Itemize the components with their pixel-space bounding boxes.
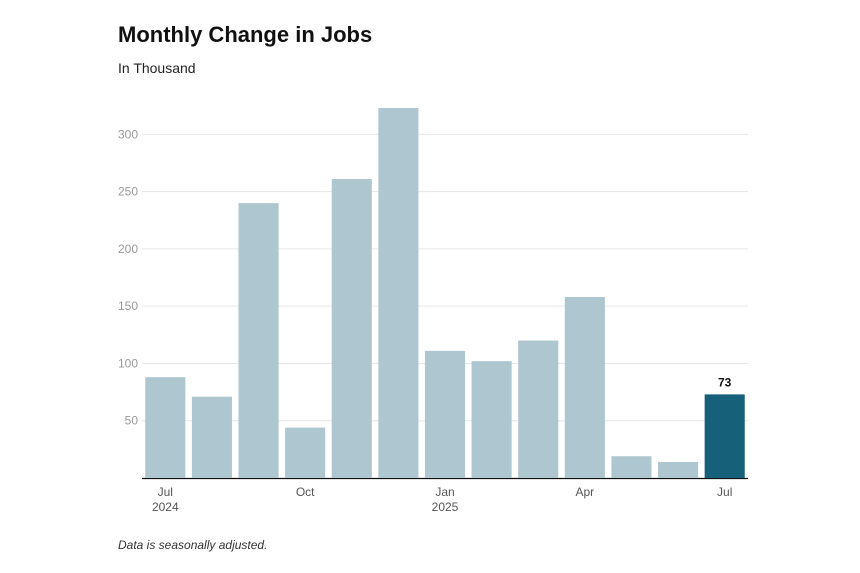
y-tick-label-200: 200 bbox=[118, 242, 138, 256]
bar-sep-2024 bbox=[238, 203, 279, 478]
bar-jul-2024 bbox=[145, 377, 186, 478]
bar-mar-2025 bbox=[518, 340, 559, 478]
chart-subtitle: In Thousand bbox=[118, 60, 196, 76]
x-tick-year-6: 2025 bbox=[432, 500, 459, 514]
y-tick-label-250: 250 bbox=[118, 185, 138, 199]
bar-feb-2025 bbox=[471, 361, 512, 478]
x-tick-label-6: Jan bbox=[435, 485, 454, 499]
bar-apr-2025 bbox=[564, 297, 605, 478]
x-tick-label-3: Oct bbox=[296, 485, 315, 499]
chart-title: Monthly Change in Jobs bbox=[118, 22, 373, 47]
bar-oct-2024 bbox=[285, 427, 326, 478]
x-tick-label-9: Apr bbox=[576, 485, 595, 499]
bar-nov-2024 bbox=[331, 179, 372, 478]
bar-aug-2024 bbox=[191, 396, 232, 478]
data-label-12: 73 bbox=[718, 375, 732, 389]
x-tick-label-12: Jul bbox=[717, 485, 732, 499]
bar-dec-2024 bbox=[378, 108, 419, 478]
y-tick-label-100: 100 bbox=[118, 356, 138, 370]
bar-jan-2025 bbox=[424, 350, 466, 478]
bar-jul-2025 bbox=[704, 394, 745, 478]
y-tick-label-150: 150 bbox=[118, 299, 138, 313]
y-tick-label-300: 300 bbox=[118, 127, 138, 141]
x-tick-label-0: Jul bbox=[158, 485, 173, 499]
bar-may-2025 bbox=[611, 456, 652, 478]
y-tick-label-50: 50 bbox=[125, 414, 139, 428]
bars bbox=[145, 108, 745, 478]
x-tick-year-0: 2024 bbox=[152, 500, 179, 514]
footnote: Data is seasonally adjusted. bbox=[118, 538, 268, 552]
bar-jun-2025 bbox=[658, 461, 699, 478]
